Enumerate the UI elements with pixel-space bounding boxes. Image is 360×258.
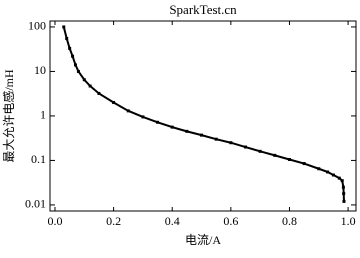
data-point [74, 63, 77, 67]
data-point [214, 137, 218, 141]
data-point [170, 125, 174, 129]
data-point [112, 101, 116, 105]
x-tick-label: 0.6 [223, 214, 238, 228]
data-point [317, 167, 321, 171]
data-point [200, 133, 204, 137]
data-point [229, 141, 233, 145]
data-point [302, 162, 306, 166]
data-point [342, 199, 346, 203]
x-tick-label: 0.4 [165, 214, 180, 228]
y-tick-label: 0.01 [25, 197, 46, 211]
y-axis-label: 最大允许电感/mH [1, 69, 16, 163]
x-tick-label: 0.0 [47, 214, 62, 228]
y-tick-label: 100 [28, 19, 46, 33]
data-point [62, 25, 66, 29]
plot-frame [49, 20, 357, 212]
data-point [340, 179, 344, 183]
data-point [185, 129, 189, 133]
data-point [273, 153, 277, 157]
data-point [342, 192, 346, 196]
data-point [287, 157, 291, 161]
x-tick-label: 0.2 [106, 214, 121, 228]
data-point [156, 120, 160, 124]
data-point [331, 173, 335, 177]
data-point [82, 78, 86, 82]
x-tick-label: 0.8 [282, 214, 297, 228]
data-point [126, 109, 130, 113]
data-point [337, 176, 341, 180]
y-tick-label: 0.1 [31, 152, 46, 166]
x-tick-label: 1.0 [341, 214, 356, 228]
data-point [68, 46, 72, 50]
data-point [97, 91, 101, 95]
data-point [88, 84, 92, 88]
data-point [326, 170, 330, 174]
y-tick-label: 1 [40, 108, 46, 122]
chart-title: SparkTest.cn [169, 2, 237, 17]
x-axis-label: 电流/A [185, 233, 221, 247]
data-point [141, 115, 145, 119]
data-point [65, 36, 69, 40]
data-point [341, 185, 345, 189]
data-point [244, 145, 247, 149]
data-point [258, 149, 262, 153]
y-tick-label: 10 [34, 63, 46, 77]
data-point [76, 69, 80, 73]
data-point [71, 54, 75, 58]
series-line [62, 26, 345, 202]
